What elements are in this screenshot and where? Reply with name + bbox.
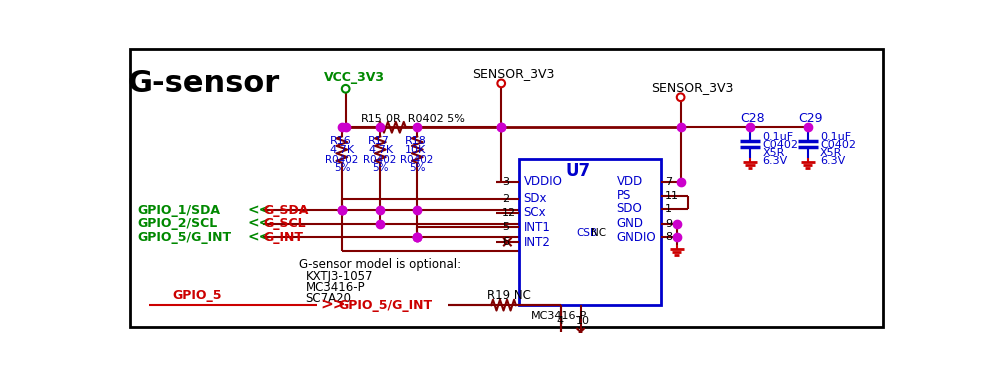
Text: R16: R16 [330, 136, 351, 146]
Text: R15: R15 [361, 114, 383, 124]
Text: G-sensor model is optional:: G-sensor model is optional: [300, 258, 461, 271]
Text: SC7A20: SC7A20 [306, 292, 351, 305]
Text: CSB: CSB [576, 228, 597, 238]
Text: 3: 3 [502, 177, 509, 187]
Text: KXTJ3-1057: KXTJ3-1057 [306, 270, 373, 283]
Text: 10K: 10K [405, 145, 427, 155]
Text: GPIO_2/SCL: GPIO_2/SCL [137, 217, 217, 230]
Text: R18: R18 [405, 136, 427, 146]
Text: 5%: 5% [410, 163, 426, 173]
Text: 6.3V: 6.3V [762, 156, 787, 166]
Text: U7: U7 [565, 162, 590, 180]
Text: 0.1uF: 0.1uF [820, 132, 851, 141]
Text: SDO: SDO [617, 202, 643, 215]
Text: 5: 5 [502, 223, 509, 232]
Text: R17: R17 [368, 136, 390, 146]
Text: SDx: SDx [524, 192, 547, 205]
Text: MC3416-P: MC3416-P [306, 281, 365, 294]
Text: GND: GND [617, 217, 644, 230]
Text: 11: 11 [665, 191, 679, 201]
Text: 5%: 5% [335, 163, 350, 173]
Text: 4.7K: 4.7K [368, 145, 393, 155]
Text: GPIO_5/G_INT: GPIO_5/G_INT [338, 299, 432, 312]
Text: >>: >> [321, 298, 346, 313]
Text: 7: 7 [665, 177, 672, 187]
Text: SENSOR_3V3: SENSOR_3V3 [651, 81, 734, 94]
Text: VDDIO: VDDIO [524, 175, 562, 188]
Text: INT2: INT2 [524, 236, 550, 248]
Text: 12: 12 [502, 208, 516, 218]
Text: NC: NC [591, 228, 607, 238]
Text: <<: << [248, 217, 271, 230]
Text: GPIO_5: GPIO_5 [172, 289, 222, 303]
Text: X5R: X5R [762, 148, 785, 159]
Text: VDD: VDD [617, 175, 643, 188]
Text: X5R: X5R [820, 148, 842, 159]
Text: 6.3V: 6.3V [820, 156, 845, 166]
Text: PS: PS [617, 189, 631, 202]
Text: 5%: 5% [372, 163, 389, 173]
Text: INT1: INT1 [524, 221, 550, 234]
Bar [519, 159, 661, 305]
Text: C0402: C0402 [762, 140, 798, 150]
Circle shape [342, 85, 349, 93]
Circle shape [497, 80, 505, 87]
Text: 6: 6 [502, 237, 509, 247]
Text: C0402: C0402 [820, 140, 856, 150]
Text: 2: 2 [502, 194, 509, 204]
Text: 0.1uF: 0.1uF [762, 132, 793, 141]
Text: 4.7K: 4.7K [330, 145, 354, 155]
Text: R0402: R0402 [400, 154, 434, 165]
Text: GPIO_5/G_INT: GPIO_5/G_INT [137, 231, 231, 244]
Text: MC3416-P: MC3416-P [531, 311, 587, 321]
Text: GNDIO: GNDIO [617, 231, 656, 244]
Text: R0402: R0402 [325, 154, 358, 165]
Text: 8: 8 [665, 232, 672, 242]
Text: C28: C28 [741, 111, 765, 125]
Text: G-sensor: G-sensor [127, 69, 279, 98]
Text: 10: 10 [576, 316, 590, 325]
Text: G_SDA: G_SDA [263, 204, 309, 217]
Text: SCx: SCx [524, 206, 546, 219]
Text: SENSOR_3V3: SENSOR_3V3 [472, 67, 554, 80]
Text: <<: << [248, 230, 271, 244]
Text: GPIO_1/SDA: GPIO_1/SDA [137, 204, 220, 217]
Text: 0R  R0402 5%: 0R R0402 5% [386, 114, 464, 124]
Text: C29: C29 [798, 111, 823, 125]
Text: <<: << [248, 203, 271, 217]
Text: G_SCL: G_SCL [263, 217, 306, 230]
Circle shape [677, 94, 684, 101]
Text: R19 NC: R19 NC [487, 289, 531, 303]
Text: 4: 4 [556, 316, 563, 325]
Text: 1: 1 [665, 204, 672, 214]
Text: 9: 9 [665, 218, 672, 229]
Text: R0402: R0402 [363, 154, 397, 165]
Text: VCC_3V3: VCC_3V3 [324, 71, 385, 85]
Text: G_INT: G_INT [263, 231, 303, 244]
